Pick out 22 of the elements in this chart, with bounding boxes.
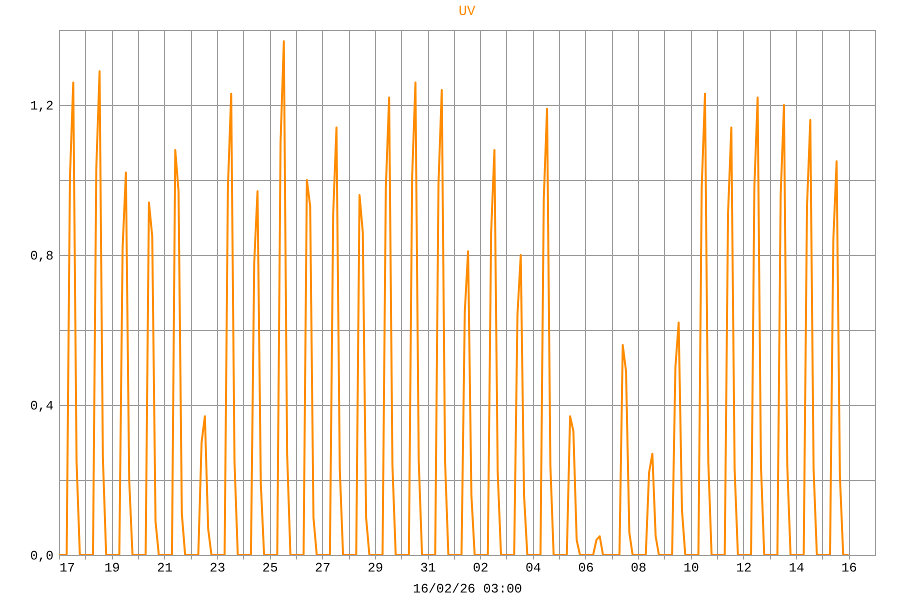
x-tick-label: 06 [578, 560, 594, 576]
x-tick-label: 29 [368, 560, 384, 576]
x-tick-label: 21 [156, 560, 173, 576]
x-tick-label: 12 [736, 560, 752, 576]
y-tick-label: 1,2 [30, 98, 54, 114]
x-tick-label: 02 [472, 560, 488, 576]
x-tick-label: 19 [104, 560, 120, 576]
x-tick-label: 10 [683, 560, 700, 576]
x-tick-label: 04 [526, 560, 542, 576]
x-tick-label: 31 [420, 560, 436, 576]
y-tick-label: 0,0 [30, 548, 54, 564]
y-tick-label: 0,4 [30, 398, 54, 414]
y-tick-label: 0,8 [30, 248, 54, 264]
chart-title: UV [458, 4, 476, 20]
x-axis-title: 16/02/26 03:00 [412, 582, 522, 596]
x-tick-label: 25 [262, 560, 278, 576]
x-tick-label: 23 [210, 560, 226, 576]
x-tick-label: 14 [788, 560, 805, 576]
x-tick-label: 27 [314, 560, 331, 576]
x-tick-label: 17 [60, 560, 76, 576]
x-tick-label: 16 [841, 560, 857, 576]
x-tick-label: 08 [630, 560, 646, 576]
